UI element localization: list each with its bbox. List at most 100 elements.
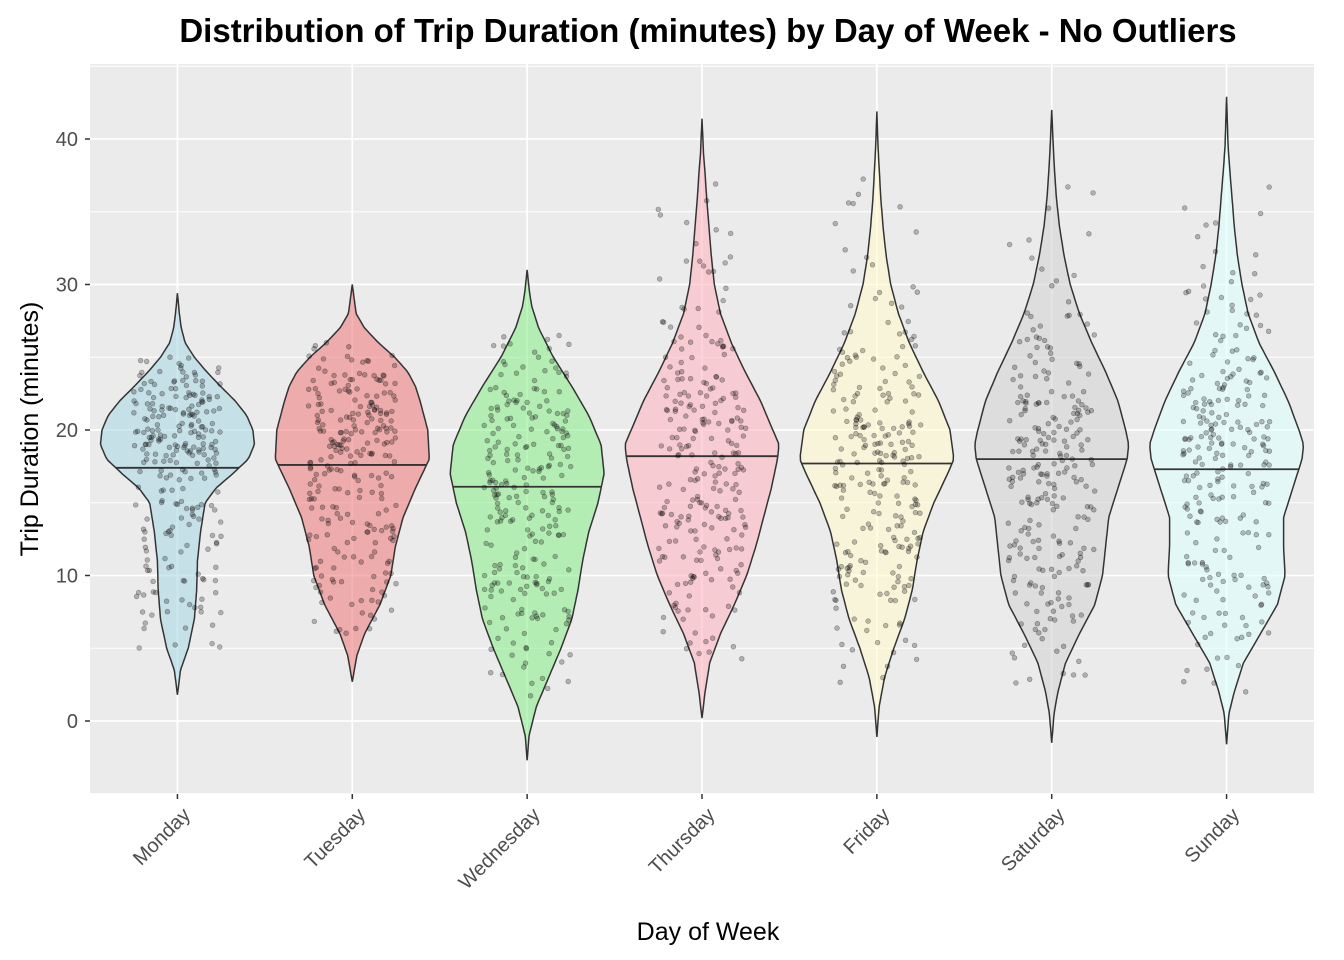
data-point — [682, 580, 689, 587]
data-point — [728, 440, 735, 447]
data-point — [1050, 507, 1057, 513]
data-point — [195, 418, 202, 424]
data-point — [331, 439, 337, 445]
data-point — [307, 459, 314, 466]
data-point — [328, 380, 334, 387]
data-point — [705, 269, 712, 275]
data-point — [1044, 344, 1051, 350]
data-point — [486, 619, 493, 626]
data-point — [383, 524, 389, 530]
data-point — [383, 411, 390, 417]
data-point — [131, 389, 137, 395]
data-point — [198, 501, 205, 508]
data-point — [384, 560, 391, 566]
data-point — [1211, 680, 1217, 686]
data-point — [143, 441, 149, 447]
data-point — [713, 374, 720, 380]
data-point — [155, 427, 161, 433]
data-point — [378, 417, 384, 424]
data-point — [1022, 524, 1028, 531]
data-point — [875, 500, 881, 506]
data-point — [161, 458, 167, 464]
data-point — [532, 610, 538, 616]
data-point — [738, 464, 745, 471]
data-point — [1023, 400, 1029, 406]
data-point — [1207, 630, 1214, 637]
data-point — [733, 481, 739, 488]
data-point — [180, 410, 187, 416]
data-point — [176, 477, 183, 483]
data-point — [902, 446, 908, 453]
data-point — [1207, 482, 1213, 488]
data-point — [913, 497, 919, 503]
data-point — [1246, 379, 1253, 386]
data-point — [1021, 642, 1028, 648]
data-point — [707, 386, 714, 392]
data-point — [393, 580, 399, 587]
data-point — [1073, 525, 1079, 532]
data-point — [696, 650, 702, 657]
data-point — [692, 469, 698, 475]
data-point — [730, 643, 737, 650]
data-point — [151, 408, 157, 414]
data-point — [312, 477, 318, 483]
data-point — [904, 536, 910, 542]
data-point — [1245, 452, 1252, 459]
data-point — [391, 459, 398, 465]
data-point — [1011, 655, 1018, 661]
data-point — [307, 460, 313, 466]
data-point — [722, 466, 728, 472]
data-point — [911, 529, 918, 536]
data-point — [159, 391, 165, 397]
data-point — [1185, 390, 1191, 396]
data-point — [904, 455, 911, 462]
data-point — [891, 454, 898, 460]
data-point — [161, 433, 168, 440]
data-point — [526, 410, 533, 416]
data-point — [716, 464, 722, 470]
data-point — [1215, 397, 1222, 404]
data-point — [1091, 488, 1098, 494]
data-point — [200, 399, 206, 405]
data-point — [523, 505, 529, 511]
data-point — [678, 514, 684, 520]
data-point — [701, 544, 707, 550]
data-point — [316, 483, 322, 489]
data-point — [368, 472, 375, 479]
data-point — [172, 642, 178, 648]
data-point — [729, 418, 735, 425]
data-point — [191, 444, 197, 450]
data-point — [719, 344, 726, 350]
data-point — [488, 646, 494, 652]
data-point — [205, 546, 211, 552]
data-point — [316, 582, 322, 589]
data-point — [546, 530, 552, 536]
data-point — [517, 391, 523, 398]
data-point — [1181, 678, 1187, 685]
data-point — [1024, 310, 1031, 316]
data-point — [1220, 466, 1226, 472]
data-point — [217, 429, 223, 435]
x-tick-label-tuesday: Tuesday — [301, 804, 370, 873]
data-point — [206, 394, 212, 400]
data-point — [1199, 576, 1206, 583]
data-point — [1180, 392, 1187, 399]
data-point — [1070, 672, 1077, 678]
data-point — [900, 479, 906, 485]
data-point — [1235, 419, 1241, 425]
data-point — [1045, 205, 1052, 211]
data-point — [877, 440, 884, 446]
data-point — [531, 349, 538, 355]
data-point — [1020, 467, 1026, 473]
data-point — [896, 563, 903, 570]
data-point — [857, 481, 863, 488]
data-point — [675, 453, 681, 459]
data-point — [732, 470, 738, 477]
data-point — [189, 507, 196, 513]
data-point — [1075, 398, 1082, 404]
data-point — [502, 512, 509, 519]
data-point — [730, 486, 736, 492]
data-point — [880, 365, 886, 371]
data-point — [872, 441, 878, 447]
data-point — [680, 616, 686, 622]
